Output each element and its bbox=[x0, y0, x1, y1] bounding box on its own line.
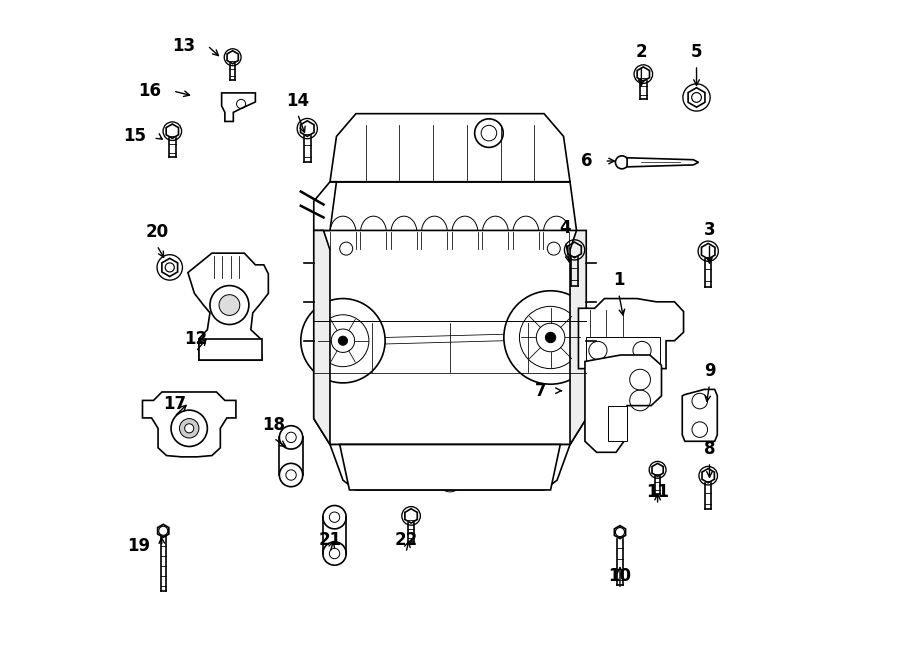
Text: 22: 22 bbox=[394, 531, 418, 549]
Polygon shape bbox=[627, 158, 698, 167]
Text: 19: 19 bbox=[127, 538, 150, 555]
Circle shape bbox=[323, 506, 346, 529]
Text: 3: 3 bbox=[704, 222, 716, 240]
Polygon shape bbox=[608, 406, 627, 442]
Circle shape bbox=[279, 463, 302, 487]
Polygon shape bbox=[221, 93, 256, 121]
Text: 4: 4 bbox=[560, 220, 572, 238]
Polygon shape bbox=[570, 230, 586, 445]
Polygon shape bbox=[330, 445, 570, 490]
Polygon shape bbox=[199, 339, 262, 360]
Polygon shape bbox=[339, 445, 561, 490]
Circle shape bbox=[184, 424, 194, 433]
Circle shape bbox=[323, 542, 346, 565]
Text: 20: 20 bbox=[145, 223, 168, 242]
Polygon shape bbox=[323, 182, 577, 250]
Circle shape bbox=[301, 299, 385, 383]
Text: 6: 6 bbox=[581, 152, 593, 170]
Text: 11: 11 bbox=[646, 483, 669, 501]
Text: 17: 17 bbox=[163, 395, 185, 412]
Polygon shape bbox=[330, 114, 570, 182]
Text: 9: 9 bbox=[704, 362, 716, 380]
Polygon shape bbox=[314, 182, 337, 230]
Text: 7: 7 bbox=[535, 382, 546, 400]
Circle shape bbox=[339, 242, 353, 255]
Polygon shape bbox=[314, 230, 586, 445]
Polygon shape bbox=[142, 392, 236, 457]
Circle shape bbox=[545, 332, 555, 343]
Polygon shape bbox=[579, 299, 684, 369]
Text: 14: 14 bbox=[286, 92, 309, 110]
Polygon shape bbox=[314, 230, 330, 445]
Circle shape bbox=[474, 119, 503, 148]
Text: 2: 2 bbox=[635, 43, 647, 61]
Circle shape bbox=[547, 242, 561, 255]
Circle shape bbox=[210, 285, 249, 324]
Polygon shape bbox=[682, 389, 717, 442]
Circle shape bbox=[179, 418, 199, 438]
Text: 10: 10 bbox=[608, 567, 632, 585]
Circle shape bbox=[171, 410, 207, 446]
Circle shape bbox=[504, 291, 598, 384]
Text: 16: 16 bbox=[139, 82, 161, 100]
Circle shape bbox=[219, 295, 239, 315]
Text: 13: 13 bbox=[173, 36, 195, 54]
Text: 15: 15 bbox=[123, 127, 147, 146]
Circle shape bbox=[338, 336, 347, 346]
Text: 5: 5 bbox=[691, 43, 702, 61]
Text: 1: 1 bbox=[613, 271, 625, 289]
Polygon shape bbox=[188, 253, 268, 360]
Text: 21: 21 bbox=[319, 531, 341, 549]
Text: 8: 8 bbox=[704, 440, 716, 458]
Circle shape bbox=[279, 426, 302, 449]
Text: 18: 18 bbox=[262, 416, 285, 434]
Polygon shape bbox=[585, 355, 662, 452]
Text: 12: 12 bbox=[184, 330, 207, 348]
